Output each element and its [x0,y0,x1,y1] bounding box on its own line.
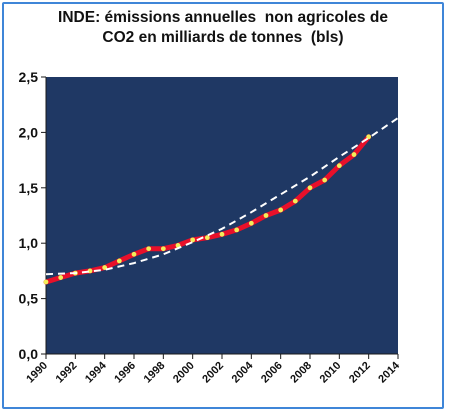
y-axis-ticks: 0,0 0,5 1,0 1,5 2,0 2,5 [19,69,46,362]
y-tick-label: 1,0 [19,235,39,251]
x-tick-label: 2012 [347,360,373,386]
emissions-point [175,243,181,248]
emissions-point [248,220,254,226]
x-tick-label: 2004 [230,359,256,385]
emissions-point [322,177,328,183]
x-tick-label: 2008 [288,360,314,386]
emissions-point [278,207,284,213]
plot-area [46,77,398,354]
emissions-point [219,231,225,237]
x-axis-ticks: 1990 1992 1994 1996 1998 2000 2002 2004 2006 2008… [24,354,403,386]
emissions-point [146,246,152,252]
emissions-point [366,134,372,140]
emissions-point [292,198,298,204]
emissions-point [131,251,137,257]
x-tick-label: 1990 [24,360,50,386]
x-tick-label: 1994 [83,359,109,385]
emissions-point [234,227,240,233]
emissions-point [204,235,210,241]
series-layer [43,117,399,285]
y-tick-label: 0,5 [19,291,39,307]
emissions-point [160,246,166,252]
x-tick-label: 2006 [259,360,285,386]
emissions-point [43,279,49,285]
y-tick-label: 2,5 [19,69,39,85]
emissions-point [307,185,313,191]
emissions-point [116,258,122,264]
x-tick-label: 2010 [318,360,344,386]
chart-title-line-1: INDE: émissions annuelles non agricoles … [58,9,388,26]
x-tick-label: 2002 [200,360,226,386]
x-tick-label: 1998 [142,360,168,386]
emissions-point [263,213,269,218]
y-tick-label: 0,0 [19,346,39,362]
chart-title: INDE: émissions annuelles non agricoles … [0,8,446,48]
x-tick-label: 2000 [171,360,197,386]
x-tick-label: 2014 [376,359,402,385]
emissions-point [190,237,196,243]
emissions-point [336,163,342,169]
trend-line [45,117,399,276]
emissions-point [58,275,64,280]
x-tick-label: 1992 [54,360,80,386]
emissions-point [351,152,357,157]
y-tick-label: 2,0 [19,124,39,140]
chart-title-line-2: CO2 en milliards de tonnes (bls) [102,29,344,46]
y-tick-label: 1,5 [19,180,39,196]
x-tick-label: 1996 [112,360,138,386]
